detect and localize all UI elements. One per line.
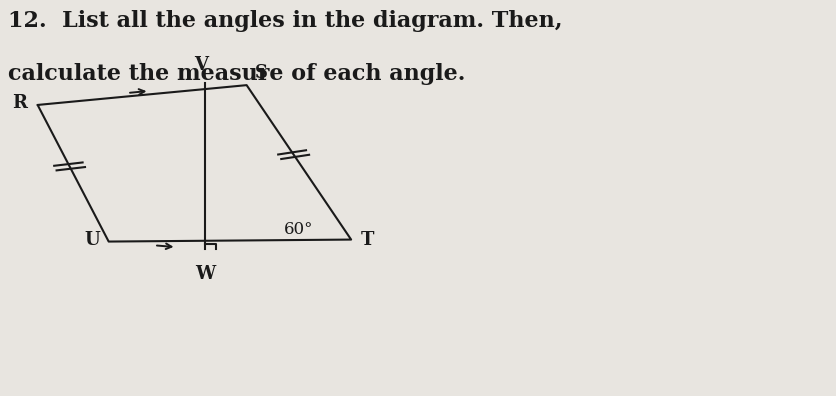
Text: U: U	[84, 230, 100, 249]
Text: W: W	[195, 265, 215, 282]
Text: T: T	[361, 230, 375, 249]
Text: R: R	[13, 94, 28, 112]
Text: 60°: 60°	[284, 221, 314, 238]
Text: calculate the measure of each angle.: calculate the measure of each angle.	[8, 63, 466, 86]
Text: S: S	[255, 64, 268, 82]
Text: V: V	[194, 57, 207, 74]
Text: 12.  List all the angles in the diagram. Then,: 12. List all the angles in the diagram. …	[8, 10, 563, 32]
